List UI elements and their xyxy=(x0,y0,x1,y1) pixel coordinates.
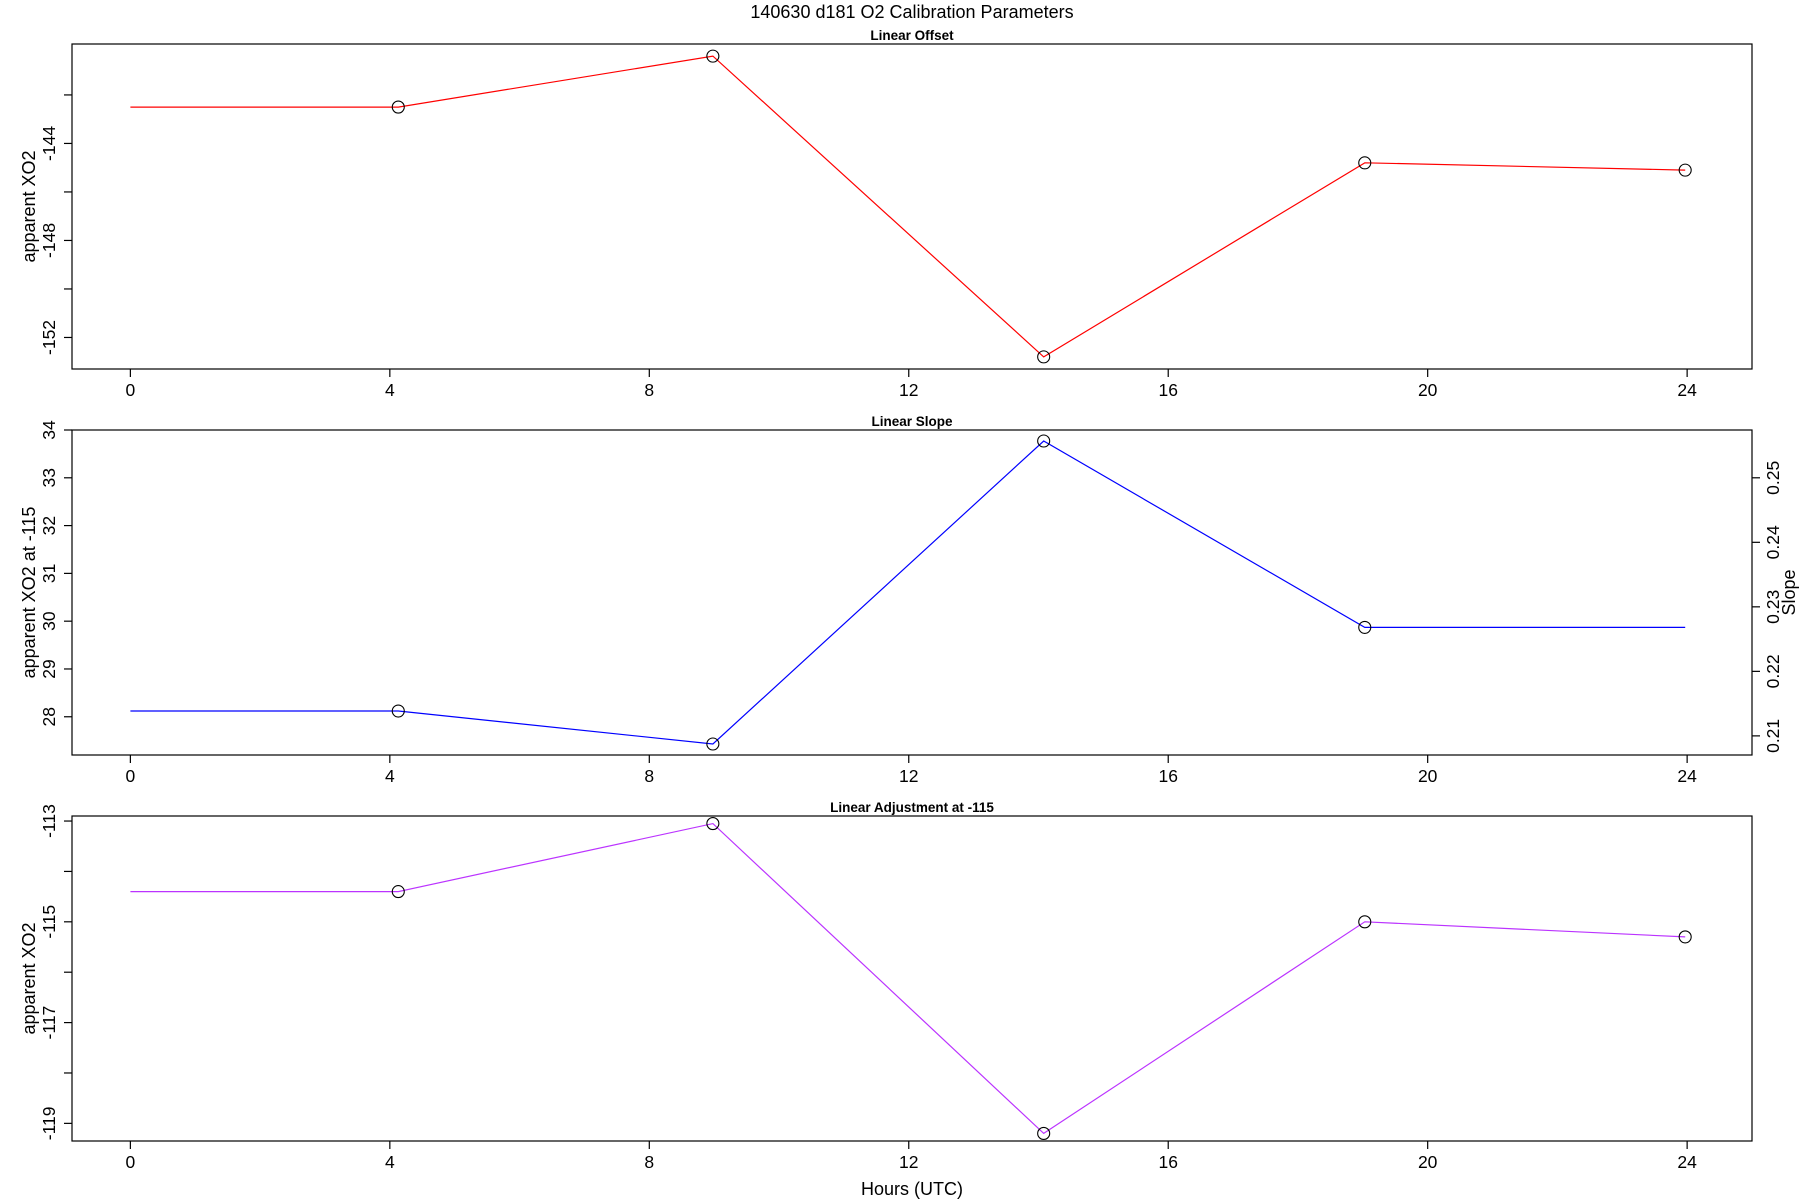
y-right-tick-label: 0.24 xyxy=(1763,525,1783,559)
y-tick-label: -144 xyxy=(39,126,59,161)
y-right-tick-label: 0.21 xyxy=(1763,719,1783,753)
series-line xyxy=(130,440,1686,745)
y-tick-label: 30 xyxy=(39,611,59,631)
x-tick-label: 4 xyxy=(385,1152,395,1172)
x-tick-label: 12 xyxy=(899,1152,918,1172)
series-line xyxy=(130,822,1686,1135)
y-right-tick-label: 0.23 xyxy=(1763,590,1783,624)
y-tick-label: 34 xyxy=(39,420,59,440)
data-point-marker xyxy=(1358,915,1372,929)
x-tick-label: 20 xyxy=(1418,766,1438,786)
y-right-axis-label: Slope xyxy=(1779,569,1799,615)
x-tick-label: 24 xyxy=(1677,1152,1697,1172)
data-point-marker xyxy=(1358,620,1372,634)
data-point-marker xyxy=(706,737,720,751)
y-right-tick-label: 0.25 xyxy=(1763,461,1783,495)
x-tick-label: 20 xyxy=(1418,380,1438,400)
x-tick-label: 8 xyxy=(644,1152,654,1172)
x-tick-label: 16 xyxy=(1158,380,1177,400)
panel-3: Linear Adjustment at -115 0 4 8 12 16 20 24 -119… xyxy=(19,800,1753,1172)
data-point-marker xyxy=(391,885,405,899)
data-point-marker xyxy=(1678,163,1692,177)
x-tick-label: 20 xyxy=(1418,1152,1438,1172)
y-axis-label: apparent XO2 xyxy=(19,150,39,262)
y-tick-label: -152 xyxy=(39,320,59,355)
data-point-marker xyxy=(1037,1126,1051,1140)
x-tick-label: 0 xyxy=(126,1152,136,1172)
data-point-marker xyxy=(391,100,405,114)
x-tick-label: 16 xyxy=(1158,766,1177,786)
x-tick-label: 4 xyxy=(385,766,395,786)
y-tick-label: 31 xyxy=(39,564,59,583)
figure-title: 140630 d181 O2 Calibration Parameters xyxy=(750,2,1073,22)
y-axis-label: apparent XO2 at -115 xyxy=(19,507,39,679)
x-tick-label: 0 xyxy=(126,380,136,400)
series-line xyxy=(130,55,1686,358)
y-tick-label: 28 xyxy=(39,707,59,726)
y-axis-label: apparent XO2 xyxy=(19,922,39,1034)
y-tick-label: -117 xyxy=(39,1006,59,1040)
data-point-marker xyxy=(706,817,720,831)
plot-frame xyxy=(71,43,1753,370)
y-tick-label: 32 xyxy=(39,516,59,535)
y-tick-label: -115 xyxy=(39,905,59,939)
x-tick-label: 0 xyxy=(126,766,136,786)
y-tick-label: 33 xyxy=(39,468,59,487)
y-tick-label: 29 xyxy=(39,659,59,678)
data-point-marker xyxy=(1678,930,1692,944)
x-axis-label: Hours (UTC) xyxy=(861,1179,963,1199)
x-tick-label: 12 xyxy=(899,380,918,400)
plot-frame xyxy=(71,429,1753,756)
x-tick-label: 16 xyxy=(1158,1152,1177,1172)
x-tick-label: 24 xyxy=(1677,380,1697,400)
y-tick-label: -119 xyxy=(39,1106,59,1140)
panel-1: Linear Offset 0 4 8 12 16 20 24 -152 -148 -144appa… xyxy=(19,28,1753,400)
y-tick-label: -113 xyxy=(39,804,59,838)
data-point-marker xyxy=(1358,156,1372,170)
data-point-marker xyxy=(1037,350,1051,364)
panel-2: Linear Slope 0 4 8 12 16 20 24 28 29 30 31 32 33 34 app… xyxy=(19,414,1799,786)
data-point-marker xyxy=(391,704,405,718)
x-tick-label: 8 xyxy=(644,380,654,400)
data-point-marker xyxy=(1037,434,1051,448)
plot-frame xyxy=(71,815,1753,1142)
x-tick-label: 12 xyxy=(899,766,918,786)
y-tick-label: -148 xyxy=(39,223,59,258)
y-right-tick-label: 0.22 xyxy=(1763,654,1783,688)
panel-title: Linear Adjustment at -115 xyxy=(830,800,994,815)
panel-title: Linear Slope xyxy=(871,414,953,429)
panel-title: Linear Offset xyxy=(870,28,954,43)
x-tick-label: 8 xyxy=(644,766,654,786)
x-tick-label: 24 xyxy=(1677,766,1697,786)
data-point-marker xyxy=(706,49,720,63)
x-tick-label: 4 xyxy=(385,380,395,400)
